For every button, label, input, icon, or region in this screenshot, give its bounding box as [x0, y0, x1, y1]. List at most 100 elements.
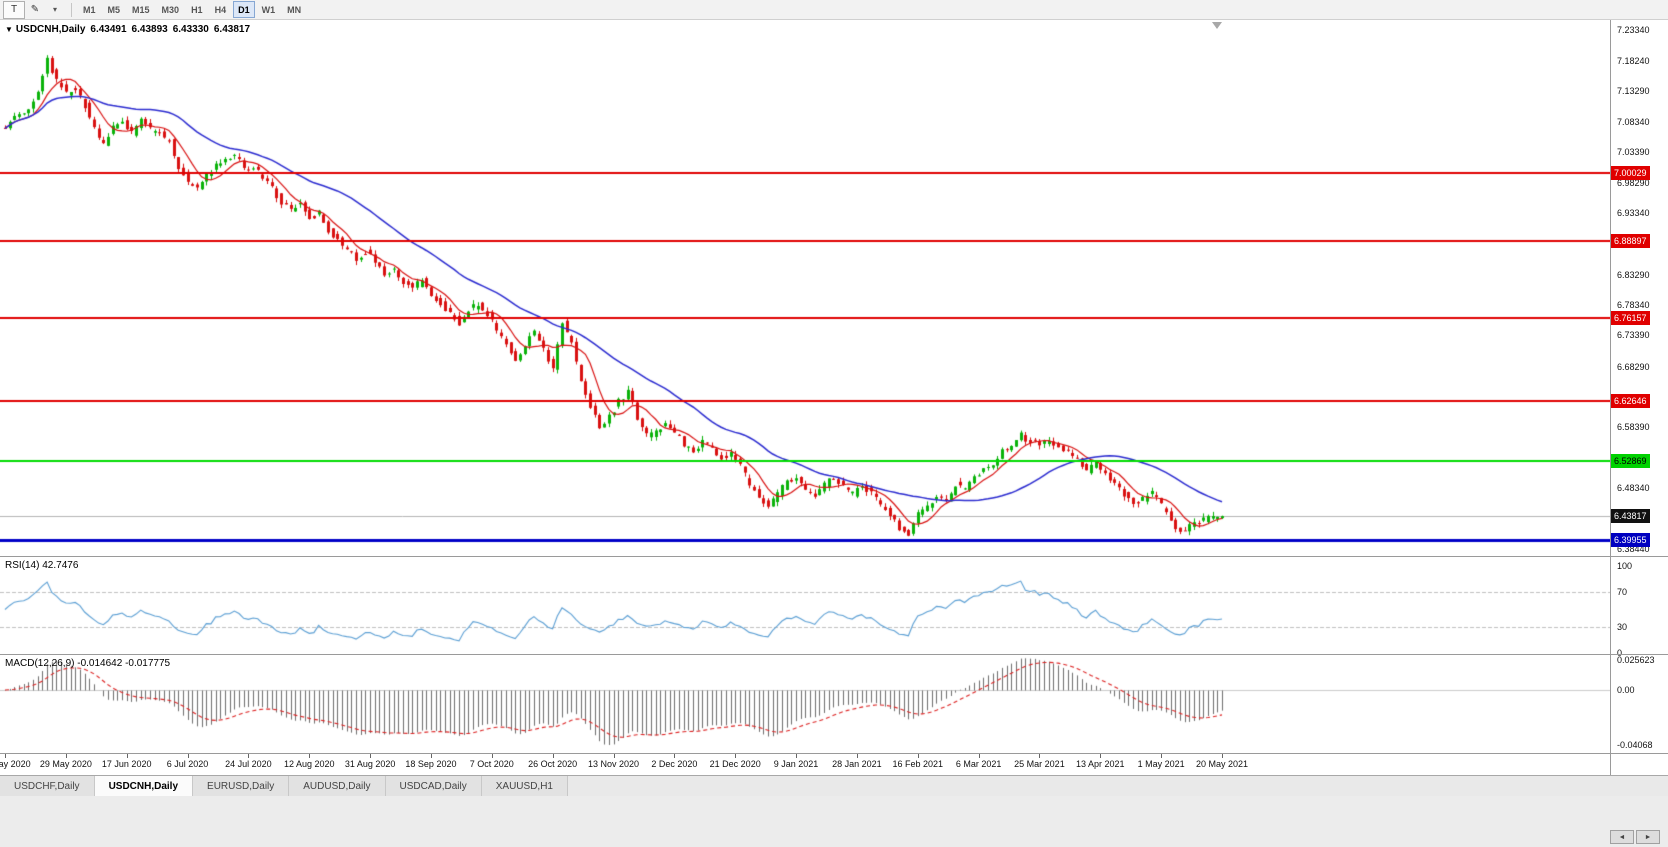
date-tick: [1161, 754, 1162, 758]
rsi-axis: 100 70 30 0: [1611, 557, 1668, 659]
price-axis-label: 6.78340: [1617, 300, 1650, 311]
toolbar-separator: [71, 2, 72, 17]
tab-usdcad[interactable]: USDCAD,Daily: [385, 776, 482, 796]
date-tick: [66, 754, 67, 758]
price-axis-label: 7.08340: [1617, 116, 1650, 127]
date-label: 12 Aug 2020: [283, 759, 335, 769]
scroll-left-button[interactable]: ◄: [1610, 830, 1634, 844]
date-label: 1 May 2021: [1137, 759, 1185, 769]
tab-usdcnh[interactable]: USDCNH,Daily: [94, 776, 194, 796]
tab-usdchf[interactable]: USDCHF,Daily: [0, 776, 95, 796]
ohlc-open: 6.43491: [90, 24, 127, 35]
price-level-badge: 6.88897: [1611, 233, 1650, 248]
timeframe-w1[interactable]: W1: [261, 4, 276, 15]
date-tick: [370, 754, 371, 758]
date-tick: [614, 754, 615, 758]
pane-separator[interactable]: [0, 654, 1668, 655]
status-area: ◄ ►: [0, 796, 1668, 847]
price-level-badge: 7.00029: [1611, 165, 1650, 180]
date-tick: [735, 754, 736, 758]
rsi-axis-label: 30: [1617, 622, 1628, 632]
price-axis: 7.23340 7.18240 7.13290 7.08340 7.03390 6.982…: [1611, 20, 1668, 756]
chart-symbol-label: USDCNH,Daily: [15, 24, 86, 35]
price-axis-label: 6.48340: [1617, 483, 1650, 494]
timeframe-h1[interactable]: H1: [191, 4, 203, 15]
date-tick: [188, 754, 189, 758]
macd-axis-label: 0.025623: [1617, 655, 1655, 665]
date-tick: [1039, 754, 1040, 758]
scroll-right-button[interactable]: ►: [1636, 830, 1660, 844]
chart-shift-marker[interactable]: [1212, 22, 1222, 29]
date-label: 28 Jan 2021: [832, 759, 882, 769]
date-label: 2 Dec 2020: [651, 759, 698, 769]
date-tick: [248, 754, 249, 758]
tab-audusd[interactable]: AUDUSD,Daily: [289, 776, 386, 796]
tab-scroll-buttons: ◄ ►: [1610, 830, 1660, 844]
rsi-axis-label: 70: [1617, 587, 1628, 597]
chevron-down-icon[interactable]: ▾: [52, 5, 57, 14]
date-tick: [918, 754, 919, 758]
rsi-axis-label: 100: [1617, 560, 1633, 571]
price-axis-label: 7.13290: [1617, 86, 1650, 97]
date-tick: [492, 754, 493, 758]
date-tick: [857, 754, 858, 758]
draw-tool-icon[interactable]: ✎: [30, 4, 40, 15]
chart-title: ▼ USDCNH,Daily 6.43491 6.43893 6.43330 6.4381…: [5, 24, 250, 35]
pane-separator[interactable]: [0, 556, 1668, 557]
tab-xauusd[interactable]: XAUUSD,H1: [481, 776, 568, 796]
price-level-badge: 6.39955: [1611, 532, 1650, 547]
date-tick: [1222, 754, 1223, 758]
date-tick: [796, 754, 797, 758]
main-chart-canvas[interactable]: [0, 20, 1610, 556]
macd-indicator-canvas[interactable]: [0, 655, 1610, 753]
date-tick: [309, 754, 310, 758]
date-tick: [674, 754, 675, 758]
timeframe-h4[interactable]: H4: [214, 4, 227, 15]
date-label: 6 Jul 2020: [166, 759, 209, 769]
price-level-badge: 6.62646: [1611, 394, 1650, 408]
date-tick: [1100, 754, 1101, 758]
timeframe-buttons: M1 M5 M15 M30 H1 H4 D1 W1 MN: [78, 1, 306, 18]
date-label: 21 Dec 2020: [709, 759, 761, 769]
date-tick: [127, 754, 128, 758]
timeframe-m15[interactable]: M15: [132, 4, 150, 15]
date-label: 11 May 2020: [0, 759, 31, 769]
date-label: 31 Aug 2020: [344, 759, 396, 769]
price-axis-label: 6.93340: [1617, 208, 1650, 219]
macd-title: MACD(12,26,9) -0.014642 -0.017775: [5, 658, 171, 669]
date-label: 6 Mar 2021: [955, 759, 1002, 769]
price-axis-separator: [1610, 20, 1611, 775]
timeframe-m30[interactable]: M30: [161, 4, 180, 15]
date-tick: [431, 754, 432, 758]
date-label: 13 Nov 2020: [587, 759, 640, 769]
price-axis-label: 7.18240: [1617, 56, 1650, 67]
price-axis-label: 7.23340: [1617, 25, 1650, 36]
macd-axis-label: 0.00: [1617, 685, 1635, 695]
ohlc-low: 6.43330: [172, 24, 209, 35]
timeframe-m5[interactable]: M5: [107, 4, 121, 15]
tab-eurusd[interactable]: EURUSD,Daily: [193, 776, 290, 796]
date-label: 13 Apr 2021: [1076, 759, 1125, 769]
chart-tabs: USDCHF,Daily USDCNH,Daily EURUSD,Daily AUDU…: [0, 775, 1668, 796]
timeframe-m1[interactable]: M1: [83, 4, 96, 15]
pane-separator: [0, 753, 1668, 754]
top-toolbar: T ✎ ▾ M1 M5 M15 M30 H1 H4 D1 W1 MN: [0, 0, 1668, 20]
date-label: 9 Jan 2021: [773, 759, 819, 769]
timeframe-mn[interactable]: MN: [287, 4, 302, 15]
collapse-arrow-icon[interactable]: ▼: [5, 25, 13, 34]
timeframe-d1[interactable]: D1: [233, 1, 255, 18]
date-label: 16 Feb 2021: [892, 759, 944, 769]
price-axis-label: 6.73390: [1617, 330, 1650, 341]
date-label: 17 Jun 2020: [101, 759, 152, 769]
date-tick: [979, 754, 980, 758]
date-label: 29 May 2020: [39, 759, 92, 769]
rsi-axis-label: 0: [1617, 648, 1622, 658]
price-axis-label: 6.98290: [1617, 178, 1650, 189]
chart-tool-button[interactable]: T: [3, 0, 25, 19]
macd-axis: 0.025623 0.00 -0.04068: [1611, 655, 1668, 753]
rsi-indicator-canvas[interactable]: [0, 557, 1610, 654]
date-label: 7 Oct 2020: [469, 759, 514, 769]
price-axis-label: 7.03390: [1617, 146, 1650, 157]
ohlc-close: 6.43817: [213, 24, 251, 35]
